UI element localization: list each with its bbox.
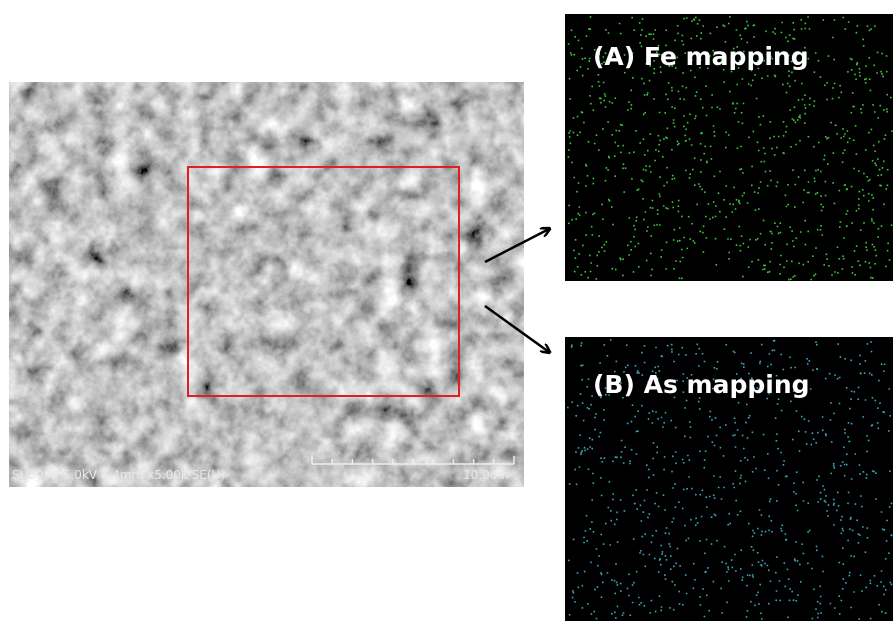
sem-texture [9,82,524,487]
panel-label: (B) As mapping [593,370,810,399]
fe-panel: (A) Fe mapping [565,14,893,281]
figure: SU8000 5.0kV 8.4mm x5.00k SE(U) 10.0um (… [0,0,893,621]
scale-label: 10.0um [463,468,509,482]
sem-caption: SU8000 5.0kV 8.4mm x5.00k SE(U) [12,468,225,482]
as-panel: (B) As mapping [565,337,893,621]
panel-label: (A) Fe mapping [593,42,809,71]
sem-image: SU8000 5.0kV 8.4mm x5.00k SE(U) 10.0um [9,82,524,487]
